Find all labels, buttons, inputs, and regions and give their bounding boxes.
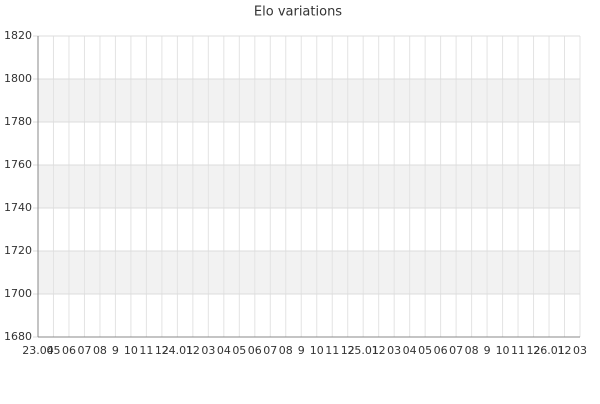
x-tick-label: 12 (558, 344, 572, 357)
y-tick-label: 1800 (4, 72, 32, 85)
x-tick-label: 12 (372, 344, 386, 357)
x-tick-label: 07 (263, 344, 277, 357)
y-tick-label: 1740 (4, 201, 32, 214)
y-tick-label: 1760 (4, 158, 32, 171)
x-tick-label: 03 (201, 344, 215, 357)
x-tick-label: 04 (217, 344, 231, 357)
x-tick-label: 06 (248, 344, 262, 357)
x-tick-label: 05 (418, 344, 432, 357)
x-tick-label: 11 (139, 344, 153, 357)
x-tick-label: 06 (62, 344, 76, 357)
x-tick-label: 25.01 (347, 344, 379, 357)
x-tick-label: 10 (310, 344, 324, 357)
x-tick-label: 07 (77, 344, 91, 357)
x-tick-label: 24.01 (162, 344, 194, 357)
x-tick-label: 9 (484, 344, 491, 357)
x-tick-label: 03 (387, 344, 401, 357)
y-tick-label: 1720 (4, 244, 32, 257)
x-tick-label: 11 (325, 344, 339, 357)
grid-band (38, 165, 580, 208)
x-tick-label: 12 (155, 344, 169, 357)
x-tick-label: 9 (298, 344, 305, 357)
x-tick-label: 08 (93, 344, 107, 357)
x-tick-label: 08 (279, 344, 293, 357)
grid-band (38, 79, 580, 122)
x-tick-label: 10 (124, 344, 138, 357)
y-tick-label: 1680 (4, 330, 32, 343)
x-tick-label: 23.04 (22, 344, 54, 357)
y-tick-label: 1780 (4, 115, 32, 128)
x-tick-label: 11 (511, 344, 525, 357)
x-tick-label: 07 (449, 344, 463, 357)
x-tick-label: 12 (527, 344, 541, 357)
x-tick-label: 04 (403, 344, 417, 357)
y-tick-label: 1820 (4, 29, 32, 42)
x-tick-label: 08 (465, 344, 479, 357)
x-tick-label: 10 (496, 344, 510, 357)
x-tick-label: 06 (434, 344, 448, 357)
x-tick-label: 05 (232, 344, 246, 357)
x-tick-label: 9 (112, 344, 119, 357)
x-tick-label: 26.01 (533, 344, 565, 357)
x-tick-label: 12 (186, 344, 200, 357)
grid-band (38, 251, 580, 294)
x-tick-label: 05 (46, 344, 60, 357)
y-tick-label: 1700 (4, 287, 32, 300)
x-tick-label: 12 (341, 344, 355, 357)
chart-title: Elo variations (254, 5, 342, 20)
x-tick-label: 03 (573, 344, 587, 357)
